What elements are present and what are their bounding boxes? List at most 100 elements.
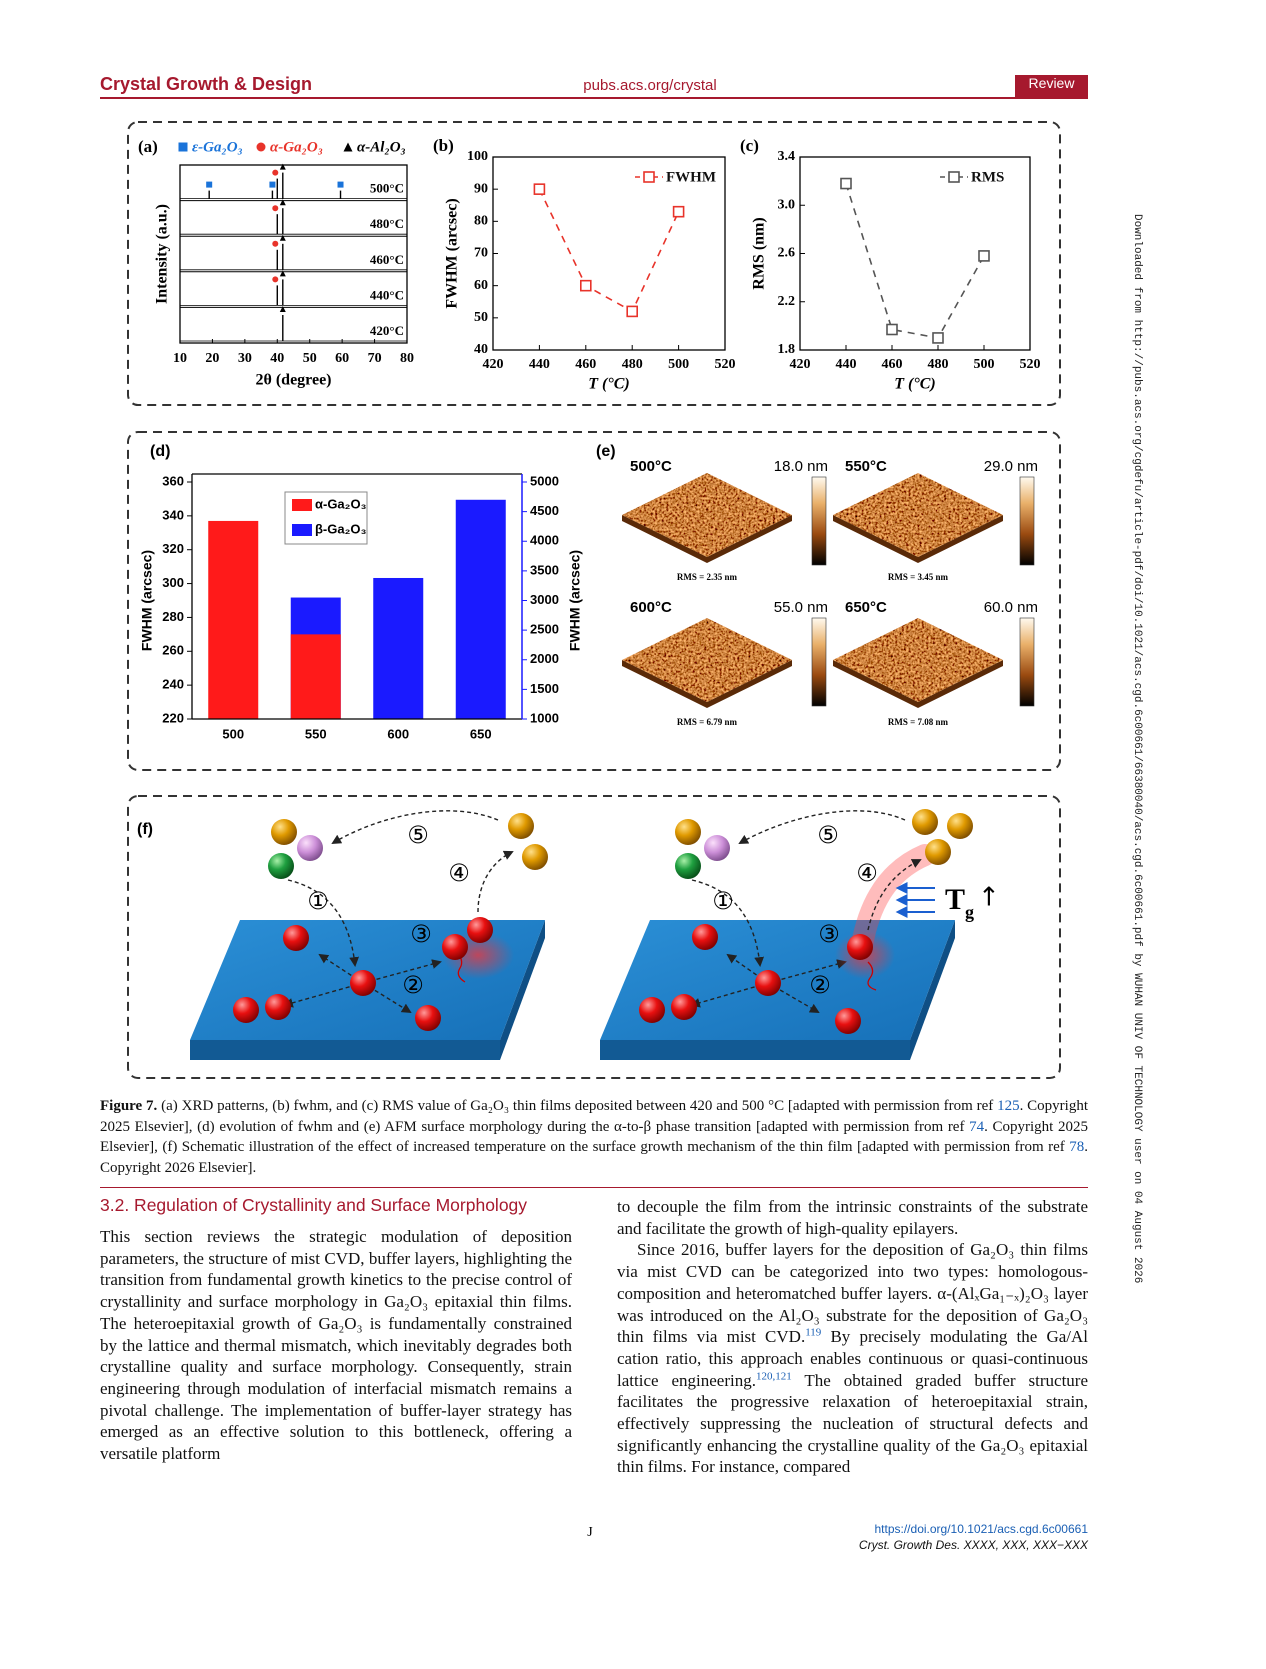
process-arrow: [767, 959, 847, 984]
header-rule: [100, 97, 1088, 99]
x-tick-label: 60: [335, 351, 349, 366]
x-tick-label: 30: [238, 351, 252, 366]
y2-tick-label: 5000: [530, 473, 559, 488]
y-axis-label: RMS (nm): [751, 217, 768, 289]
pattern-label: 460°C: [370, 252, 404, 267]
plot-frame: [492, 156, 726, 351]
citation[interactable]: 120,121: [755, 1369, 792, 1382]
atom: [835, 1008, 861, 1034]
data-point: [886, 323, 898, 336]
peak-marker: [206, 181, 213, 188]
process-arrow: [331, 810, 499, 845]
y2-tick-label: 1000: [530, 710, 559, 725]
x-tick-label: 420: [790, 357, 811, 372]
pattern-label: 420°C: [370, 323, 404, 338]
x-tick-label: 80: [400, 351, 414, 366]
atom: [297, 835, 323, 861]
atom: [675, 819, 701, 845]
caption-text: . Copyright 2025 Elsevier], (d) evolutio…: [100, 1098, 1088, 1135]
legend-label: α-Ga₂O₃: [315, 496, 367, 511]
paragraph: This section reviews the strategic modul…: [100, 1227, 572, 1464]
legend-label: β-Ga₂O₃: [315, 521, 367, 536]
paragraph: Since 2016, buffer layers for the deposi…: [617, 1239, 1088, 1478]
y-tick-label: 3.4: [778, 149, 796, 164]
data-point: [978, 250, 990, 262]
doi-link[interactable]: https://doi.org/10.1021/acs.cgd.6c00661: [874, 1522, 1089, 1536]
x-tick-label: 520: [715, 357, 736, 372]
data-point: [626, 305, 639, 318]
pattern-label: 500°C: [370, 181, 404, 196]
afm-scale: 29.0 nm: [984, 458, 1038, 475]
atom: [522, 844, 548, 870]
y2-tick-label: 4000: [530, 533, 559, 548]
journal-name: Crystal Growth & Design: [100, 74, 313, 94]
journal-url[interactable]: pubs.acs.org/crystal: [583, 77, 717, 94]
atom: [415, 1005, 441, 1031]
atom: [265, 994, 291, 1020]
substrate-side: [910, 920, 955, 1060]
atom: [912, 809, 938, 835]
legend-marker: [343, 142, 353, 152]
reference-link[interactable]: 125: [997, 1098, 1020, 1114]
x-tick-label: 20: [205, 351, 219, 366]
atom: [847, 934, 873, 960]
y-axis-label: FWHM (arcsec): [139, 550, 155, 651]
panel-frame: [127, 795, 1061, 1079]
atom: [755, 970, 781, 996]
process-arrow: [287, 879, 360, 967]
citation[interactable]: 119: [805, 1326, 822, 1339]
legend-label: α-Al₂O₃: [357, 139, 406, 155]
paragraph: to decouple the film from the intrinsic …: [617, 1197, 1088, 1238]
peak-marker: [272, 169, 279, 176]
temperature-label: T: [945, 883, 965, 916]
panel-label: (b): [433, 136, 454, 155]
x-tick-label: 70: [368, 351, 382, 366]
legend-label: α-Ga₂O₃: [270, 139, 323, 155]
color-bar: [811, 476, 827, 566]
y-tick-label: 100: [467, 149, 488, 164]
color-bar: [1019, 476, 1035, 566]
figure-caption: Figure 7. (a) XRD patterns, (b) fwhm, an…: [100, 1096, 1088, 1178]
legend-marker: [256, 142, 266, 152]
section-heading: 3.2. Regulation of Crystallinity and Sur…: [100, 1195, 528, 1215]
y2-tick-label: 4500: [530, 503, 559, 518]
y2-tick-label: 2500: [530, 622, 559, 637]
afm-rms: RMS = 6.79 nm: [677, 717, 738, 727]
process-arrow: [738, 810, 906, 844]
data-point: [932, 332, 944, 344]
y-tick-label: 40: [474, 342, 488, 357]
peak-marker: [337, 181, 344, 188]
y-tick-label: 3.0: [778, 197, 796, 212]
step-label: ③: [818, 920, 840, 948]
step-label: ⑤: [817, 821, 839, 849]
y-tick-label: 300: [162, 575, 184, 590]
step-label: ②: [402, 971, 424, 999]
panel-label: (f): [137, 821, 153, 838]
data-line: [845, 183, 985, 339]
y-tick-label: 1.8: [778, 342, 796, 357]
process-arrow: [691, 879, 765, 967]
atom: [271, 819, 297, 845]
atom: [233, 997, 259, 1023]
pattern-label: 480°C: [370, 216, 404, 231]
data-point: [533, 183, 546, 195]
peak-marker: [272, 205, 279, 212]
y2-tick-label: 3000: [530, 592, 559, 607]
pattern-label: 440°C: [370, 287, 404, 302]
peak-marker: [279, 163, 286, 170]
afm-temperature: 500°C: [630, 458, 672, 475]
panel-frame: [127, 121, 1061, 406]
x-tick-label: 10: [173, 351, 187, 366]
bar: [290, 634, 341, 719]
legend-marker: [948, 171, 960, 183]
afm-surface: [833, 618, 1003, 702]
reference-link[interactable]: 74: [969, 1118, 985, 1135]
color-bar: [1019, 617, 1035, 707]
reference-link[interactable]: 78: [1069, 1139, 1085, 1155]
process-arrow: [867, 859, 922, 931]
plot-frame: [799, 156, 1031, 351]
y-tick-label: 220: [162, 710, 184, 725]
x-tick-label: 40: [270, 351, 284, 366]
x-axis-label: 2θ (degree): [255, 372, 331, 389]
x-tick-label: 600: [387, 726, 409, 741]
